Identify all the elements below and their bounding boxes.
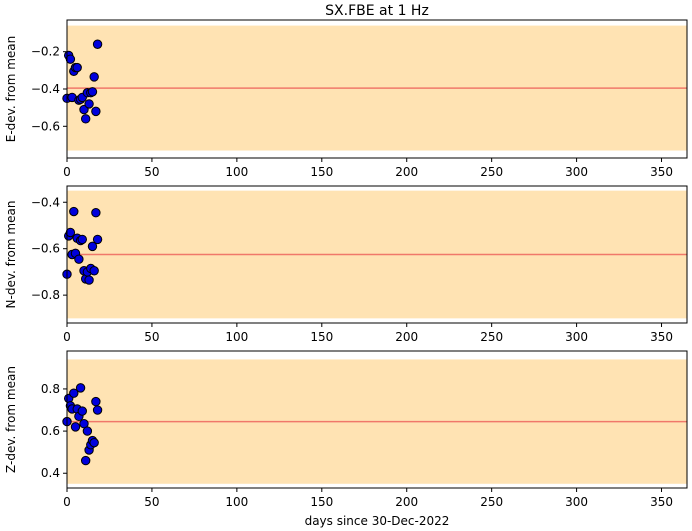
z-x-tick-label: 50: [144, 495, 159, 509]
z-x-tick-label: 0: [63, 495, 71, 509]
z-point: [92, 405, 103, 415]
n-point: [92, 234, 103, 245]
n-x-tick-label: 100: [225, 330, 248, 344]
z-x-tick-label: 150: [310, 495, 333, 509]
panel-n-deviation: 0 50 100 150 200 250 300 350 −0.4 −0.6 −0.8 N-dev. …: [4, 185, 688, 344]
z-x-tick-label: 100: [225, 495, 248, 509]
chart-title: SX.FBE at 1 Hz: [325, 3, 429, 19]
e-point: [80, 114, 91, 124]
z-point: [70, 422, 81, 432]
n-point: [87, 241, 98, 252]
e-y-axis-label: E-dev. from mean: [4, 36, 18, 142]
e-x-tick-label: 350: [650, 165, 673, 179]
panel-z-deviation: 0 50 100 150 200 250 300 350 0.4 0.6 0.8 Z-dev. fro…: [4, 350, 688, 509]
e-point: [92, 39, 103, 49]
e-x-tick-label: 200: [395, 165, 418, 179]
n-x-tick-label: 250: [480, 330, 503, 344]
e-x-tick-label: 300: [565, 165, 588, 179]
n-point: [65, 227, 76, 238]
n-point: [84, 275, 94, 285]
n-y-tick-label: −0.6: [31, 242, 60, 256]
n-point: [91, 208, 101, 218]
e-y-tick-label: −0.4: [31, 82, 60, 96]
n-x-tick-label: 150: [310, 330, 333, 344]
e-y-tick-label: −0.2: [31, 45, 60, 59]
z-x-tick-label: 200: [395, 495, 418, 509]
n-y-axis-label: N-dev. from mean: [4, 201, 18, 309]
e-y-tick-label: −0.6: [31, 119, 60, 133]
z-x-tick-label: 300: [565, 495, 588, 509]
e-point: [89, 72, 99, 82]
n-x-tick-label: 50: [144, 330, 159, 344]
n-point: [77, 234, 87, 245]
e-point: [84, 99, 94, 109]
z-point: [82, 426, 93, 436]
n-x-tick-label: 0: [63, 330, 71, 344]
n-axes-frame: [66, 185, 688, 324]
x-axis-label: days since 30-Dec-2022: [305, 514, 450, 528]
n-x-tick-label: 200: [395, 330, 418, 344]
n-x-tick-label: 300: [565, 330, 588, 344]
n-point: [74, 254, 84, 264]
z-point: [77, 406, 87, 416]
z-y-tick-label: 0.8: [41, 382, 60, 396]
z-y-tick-label: 0.4: [41, 466, 60, 480]
n-y-tick-label: −0.4: [31, 195, 60, 209]
e-x-tick-label: 250: [480, 165, 503, 179]
e-point: [65, 54, 76, 64]
e-point: [87, 87, 98, 97]
e-x-tick-label: 150: [310, 165, 333, 179]
e-x-tick-label: 50: [144, 165, 159, 179]
z-point: [89, 437, 99, 448]
e-point: [91, 106, 101, 117]
z-point: [69, 388, 79, 398]
z-y-axis-label: Z-dev. from mean: [4, 366, 18, 473]
e-point: [72, 62, 82, 73]
n-x-tick-label: 350: [650, 330, 673, 344]
n-y-tick-label: −0.8: [31, 288, 60, 302]
z-point: [80, 455, 91, 466]
e-x-tick-label: 100: [225, 165, 248, 179]
z-point: [75, 383, 86, 393]
n-point: [89, 266, 99, 276]
z-x-tick-label: 250: [480, 495, 503, 509]
z-point: [91, 396, 101, 407]
z-x-tick-label: 350: [650, 495, 673, 509]
z-axes-frame: [66, 350, 688, 489]
e-x-tick-label: 0: [63, 165, 71, 179]
z-y-tick-label: 0.6: [41, 424, 60, 438]
panel-e-deviation: 0 50 100 150 200 250 300 350 −0.2 −0.4 −0.6 E-dev. …: [4, 19, 688, 179]
n-point: [69, 206, 79, 217]
